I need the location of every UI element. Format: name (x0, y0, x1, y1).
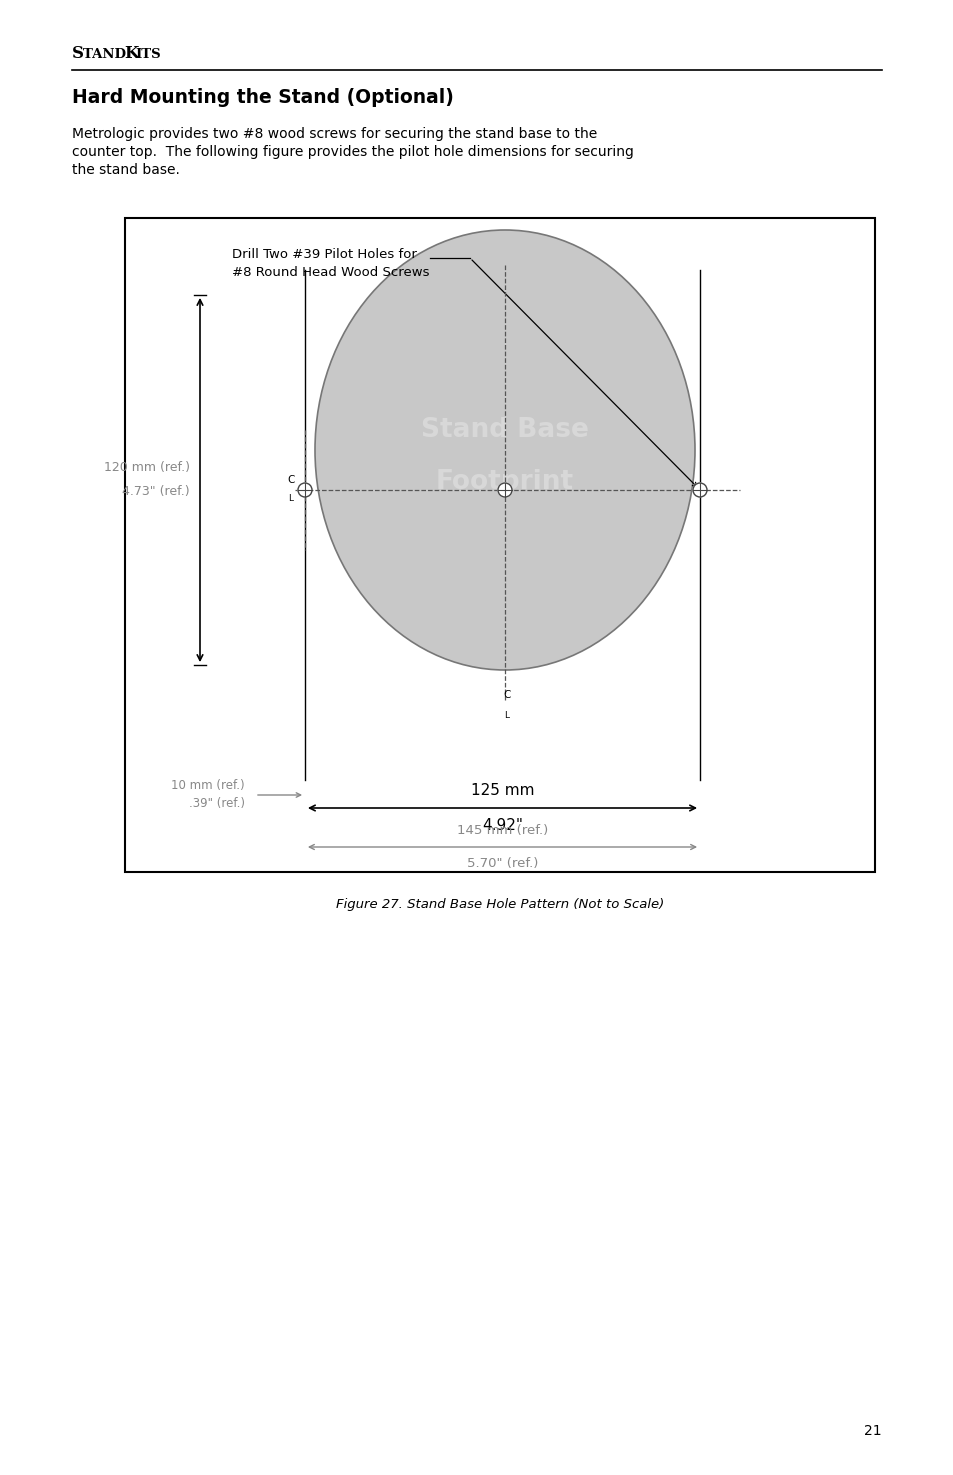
Text: S: S (71, 46, 84, 62)
Circle shape (497, 482, 512, 497)
Text: 4.92": 4.92" (481, 819, 522, 833)
Text: 120 mm (ref.): 120 mm (ref.) (104, 462, 190, 475)
Text: TAND: TAND (83, 49, 131, 60)
Text: 125 mm: 125 mm (470, 783, 534, 798)
Text: K: K (124, 46, 138, 62)
Text: L: L (288, 494, 294, 503)
Text: Hard Mounting the Stand (Optional): Hard Mounting the Stand (Optional) (71, 88, 454, 108)
Ellipse shape (314, 230, 695, 670)
Text: ITS: ITS (135, 49, 160, 60)
Text: Metrologic provides two #8 wood screws for securing the stand base to the: Metrologic provides two #8 wood screws f… (71, 127, 597, 142)
Bar (125, 218, 874, 872)
Text: Footprint: Footprint (436, 469, 574, 496)
Text: Drill Two #39 Pilot Holes for: Drill Two #39 Pilot Holes for (232, 248, 416, 261)
Circle shape (297, 482, 312, 497)
Text: Figure 27. Stand Base Hole Pattern (Not to Scale): Figure 27. Stand Base Hole Pattern (Not … (335, 898, 663, 912)
Text: the stand base.: the stand base. (71, 164, 180, 177)
Text: C: C (503, 690, 510, 701)
Text: C: C (287, 475, 294, 485)
Text: 145 mm (ref.): 145 mm (ref.) (456, 825, 548, 836)
Text: counter top.  The following figure provides the pilot hole dimensions for securi: counter top. The following figure provid… (71, 145, 633, 159)
Text: 21: 21 (863, 1423, 882, 1438)
Text: #8 Round Head Wood Screws: #8 Round Head Wood Screws (232, 266, 429, 279)
Text: 4.73" (ref.): 4.73" (ref.) (122, 485, 190, 499)
Text: .39" (ref.): .39" (ref.) (189, 796, 245, 810)
Text: L: L (504, 711, 509, 720)
Text: Stand Base: Stand Base (420, 417, 588, 442)
Text: 10 mm (ref.): 10 mm (ref.) (172, 779, 245, 792)
Circle shape (692, 482, 706, 497)
Text: 5.70" (ref.): 5.70" (ref.) (466, 857, 537, 870)
